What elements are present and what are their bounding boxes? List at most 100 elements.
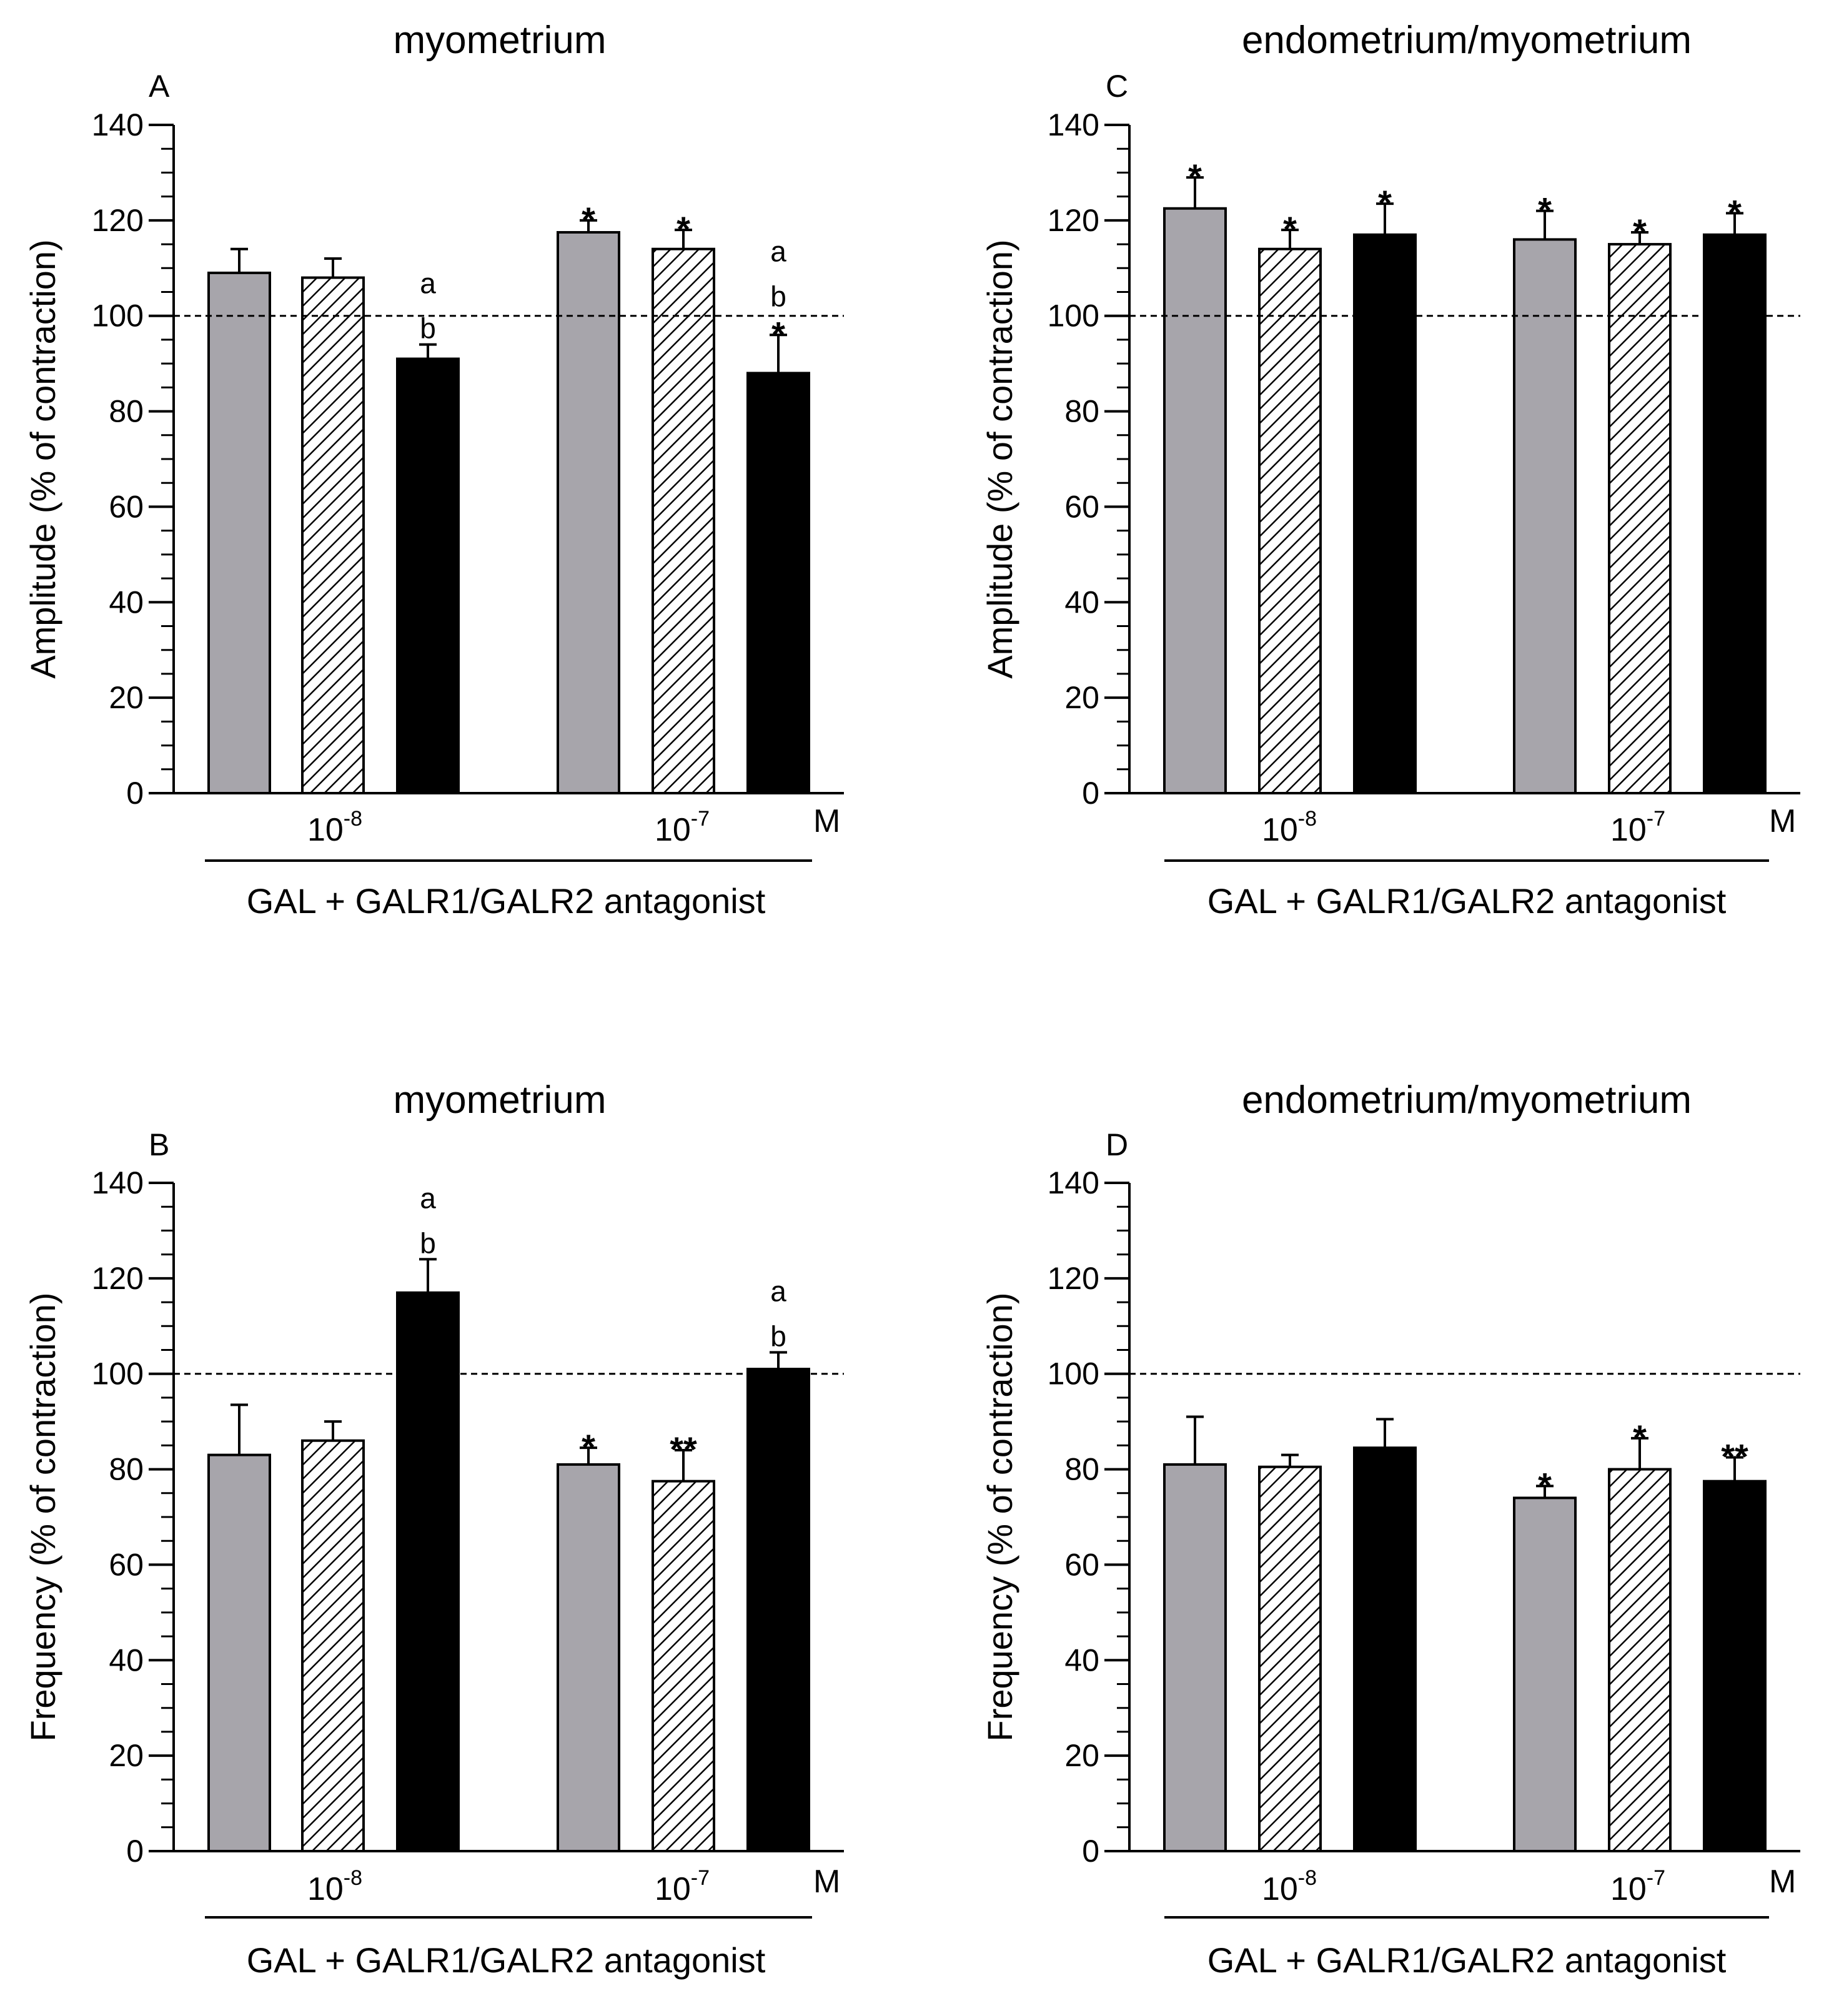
panel-title: endometrium/myometrium <box>1242 1079 1692 1122</box>
group-label: 10-8 <box>1262 807 1317 848</box>
bar-annotation: a <box>770 235 786 267</box>
bar-hatched <box>301 276 365 795</box>
bar-hatched <box>1258 247 1322 794</box>
y-tick-label: 60 <box>109 489 144 524</box>
bar-black <box>396 1291 460 1852</box>
y-tick-label: 0 <box>1082 1834 1099 1869</box>
bar-annotation: * <box>1538 190 1552 230</box>
panel-b: myometrium B 0 20 40 60 80 100 120 140 Frequency (… <box>23 1079 844 1980</box>
bar-annotation: ** <box>1721 1436 1748 1476</box>
group-label: 10-7 <box>655 1866 710 1907</box>
unit-label: M <box>1769 1864 1796 1900</box>
x-axis-label: GAL + GALR1/GALR2 antagonist <box>1207 1940 1727 1980</box>
y-axis-label: Amplitude (% of contraction) <box>980 239 1019 678</box>
group-label-base: 10 <box>1262 1871 1298 1907</box>
y-tick-label: 140 <box>92 1165 144 1200</box>
group-label: 10-7 <box>1610 1866 1665 1907</box>
bar-black <box>396 357 460 794</box>
panel-letter: A <box>149 69 170 104</box>
bar-hatched <box>1608 243 1672 795</box>
bar-annotation: a <box>420 267 436 300</box>
bar-annotation: * <box>1538 1465 1552 1505</box>
bar-annotation: * <box>771 314 785 353</box>
y-tick-label: 120 <box>92 1261 144 1296</box>
y-tick-label: 100 <box>1048 1356 1099 1391</box>
y-tick-label: 80 <box>109 1452 144 1487</box>
bar-black <box>1353 233 1417 794</box>
bar-annotation: ** <box>670 1430 697 1469</box>
y-tick-label: 140 <box>1048 107 1099 142</box>
bar-annotation: * <box>1728 192 1742 232</box>
bar-annotation: * <box>677 209 690 249</box>
group-label-base: 10 <box>307 1871 344 1907</box>
y-tick-label: 80 <box>109 394 144 429</box>
bar-annotation: * <box>1188 157 1202 196</box>
bar-black <box>746 1368 810 1853</box>
panel-letter: B <box>149 1127 169 1162</box>
group-label: 10-7 <box>655 807 710 848</box>
bar-black <box>1703 233 1767 794</box>
bar-hatched <box>652 1480 715 1852</box>
y-tick-label: 60 <box>1064 1547 1099 1582</box>
y-tick-label: 60 <box>1064 489 1099 524</box>
y-tick-label: 20 <box>109 680 144 715</box>
group-label-base: 10 <box>307 812 344 848</box>
group-label: 10-8 <box>307 1866 362 1907</box>
y-tick-label: 120 <box>1048 1261 1099 1296</box>
y-tick-label: 40 <box>1064 1643 1099 1678</box>
bar-gray <box>557 1463 620 1852</box>
group-label-exponent: -8 <box>344 807 362 831</box>
y-tick-label: 0 <box>1082 776 1099 811</box>
panel-c: endometrium/myometrium C 0 20 40 60 80 100 120 14… <box>980 19 1800 921</box>
y-tick-label: 20 <box>109 1738 144 1773</box>
panel-title: myometrium <box>393 19 606 62</box>
bar-hatched <box>1258 1465 1322 1852</box>
bar-annotation: * <box>582 1427 595 1466</box>
y-tick-label: 20 <box>1064 680 1099 715</box>
panel-a: myometrium A 0 20 40 60 80 100 120 140 Amplitude (… <box>23 19 844 921</box>
panel-d: endometrium/myometrium D 0 20 40 60 80 100 120 14… <box>980 1079 1800 1980</box>
bar-annotation: b <box>420 312 436 345</box>
y-tick-label: 120 <box>1048 203 1099 238</box>
bar-hatched <box>652 247 715 794</box>
bar-gray <box>207 1453 271 1852</box>
bar-gray <box>1513 238 1577 794</box>
group-label-exponent: -7 <box>691 807 710 831</box>
group-label-exponent: -8 <box>1298 807 1317 831</box>
bar-black <box>1353 1446 1417 1852</box>
panel-title: myometrium <box>393 1079 606 1122</box>
bar-annotation: * <box>582 200 595 239</box>
bar-gray <box>207 271 271 794</box>
y-tick-label: 40 <box>109 585 144 620</box>
panel-letter: D <box>1106 1127 1128 1162</box>
y-axis-label: Frequency (% of contraction) <box>23 1293 62 1742</box>
y-tick-label: 140 <box>92 107 144 142</box>
group-label: 10-8 <box>1262 1866 1317 1907</box>
group-label-base: 10 <box>655 812 691 848</box>
bar-annotation: a <box>420 1182 436 1214</box>
y-axis-label: Frequency (% of contraction) <box>980 1293 1019 1742</box>
bar-annotation: b <box>770 280 786 312</box>
bar-annotation: * <box>1283 209 1297 249</box>
group-label-base: 10 <box>655 1871 691 1907</box>
y-tick-label: 80 <box>1064 1452 1099 1487</box>
x-axis-label: GAL + GALR1/GALR2 antagonist <box>1207 881 1727 921</box>
bar-annotation: b <box>420 1227 436 1259</box>
bar-gray <box>1163 207 1227 794</box>
bar-gray <box>1163 1463 1227 1852</box>
bar-annotation: * <box>1378 183 1392 222</box>
unit-label: M <box>1769 803 1796 839</box>
bar-annotation: b <box>770 1320 786 1352</box>
group-label-exponent: -7 <box>1647 1866 1665 1890</box>
y-tick-label: 40 <box>1064 585 1099 620</box>
group-label-exponent: -7 <box>691 1866 710 1890</box>
y-tick-label: 0 <box>126 776 144 811</box>
x-axis-label: GAL + GALR1/GALR2 antagonist <box>247 1940 766 1980</box>
bar-annotation: * <box>1633 1418 1647 1457</box>
panel-title: endometrium/myometrium <box>1242 19 1692 62</box>
bar-hatched <box>301 1439 365 1853</box>
y-tick-label: 80 <box>1064 394 1099 429</box>
group-label-exponent: -8 <box>1298 1866 1317 1890</box>
unit-label: M <box>813 1864 840 1900</box>
